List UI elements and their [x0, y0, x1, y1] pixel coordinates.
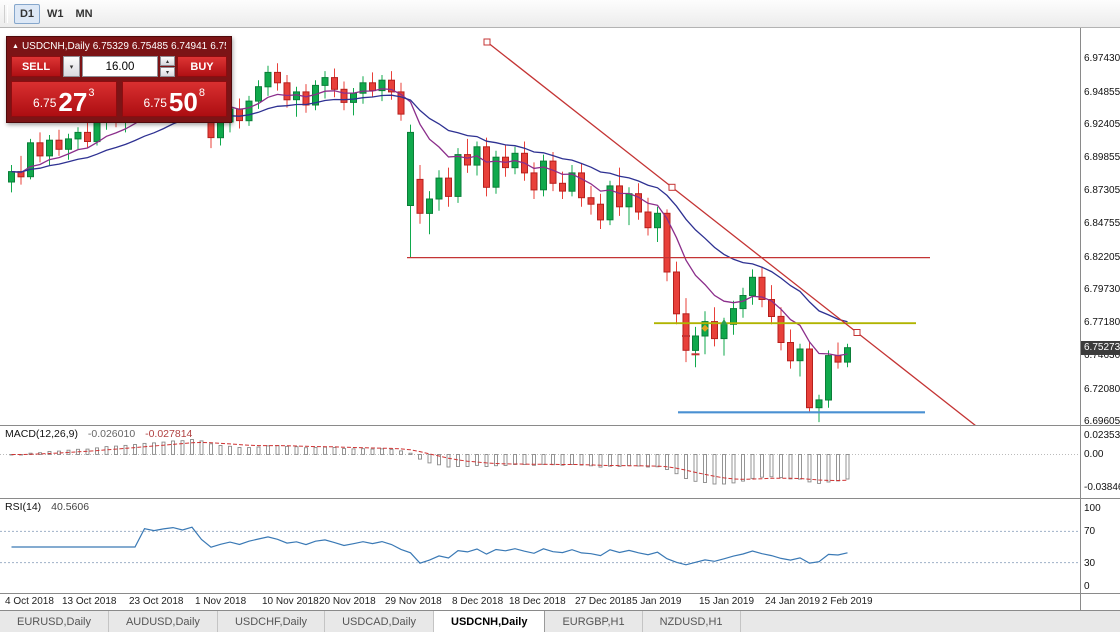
- macd-signal-value: -0.027814: [145, 428, 193, 440]
- tab-eurusd-daily[interactable]: EURUSD,Daily: [0, 611, 109, 632]
- rsi-header: RSI(14) 40.5606: [5, 501, 89, 513]
- rsi-axis-label: 30: [1084, 558, 1096, 569]
- macd-axis[interactable]: 0.023534 0.00 -0.038466: [1081, 425, 1120, 498]
- right-axis-column: 6.97430 6.94855 6.92405 6.89855 6.87305 6.847…: [1080, 28, 1120, 610]
- tab-usdcad-daily[interactable]: USDCAD,Daily: [325, 611, 435, 632]
- rsi-axis[interactable]: 100 70 30 0: [1081, 498, 1120, 593]
- volume-spinner: ▴ ▾: [160, 56, 175, 77]
- rsi-axis-label: 100: [1084, 503, 1101, 514]
- bid-price-point: 3: [88, 87, 95, 99]
- date-axis-label: 20 Nov 2018: [319, 596, 376, 607]
- buy-button[interactable]: BUY: [177, 56, 227, 77]
- tab-usdcnh-daily[interactable]: USDCNH,Daily: [434, 611, 546, 632]
- date-axis-label: 5 Jan 2019: [632, 596, 682, 607]
- timeframe-toolbar: D1 W1 MN: [0, 0, 1120, 28]
- rsi-axis-label: 0: [1084, 581, 1090, 592]
- rsi-canvas[interactable]: [0, 499, 1080, 593]
- date-axis-label: 8 Dec 2018: [452, 596, 504, 607]
- axis-corner: [1081, 593, 1120, 610]
- volume-input[interactable]: [82, 56, 158, 77]
- tab-eurgbp-h1[interactable]: EURGBP,H1: [545, 611, 643, 632]
- price-axis-label: 6.69605: [1084, 416, 1120, 427]
- macd-header: MACD(12,26,9) -0.026010 -0.027814: [5, 428, 192, 440]
- timeframe-buttons: D1 W1 MN: [14, 3, 98, 24]
- current-price-badge: 6.75273: [1081, 341, 1120, 355]
- chart-symbol: USDCNH,Daily: [21, 41, 90, 52]
- macd-label: MACD(12,26,9): [5, 428, 78, 440]
- chart-tab-bar: EURUSD,Daily AUDUSD,Daily USDCHF,Daily USDC…: [0, 610, 1120, 632]
- price-axis-label: 6.79730: [1084, 284, 1120, 295]
- tab-audusd-daily[interactable]: AUDUSD,Daily: [109, 611, 218, 632]
- volume-increment-button[interactable]: ▴: [160, 56, 175, 66]
- date-axis-label: 2 Feb 2019: [822, 596, 873, 607]
- main-chart-pane: ▲ USDCNH,Daily 6.75329 6.75485 6.74941 6…: [0, 28, 1080, 425]
- trade-controls-row: SELL ▾ ▴ ▾ BUY: [11, 56, 227, 77]
- rsi-axis-label: 70: [1084, 526, 1096, 537]
- date-axis-label: 23 Oct 2018: [129, 596, 184, 607]
- macd-canvas[interactable]: [0, 426, 1080, 498]
- timeframe-button-mn[interactable]: MN: [75, 7, 93, 20]
- chart-workspace: ▲ USDCNH,Daily 6.75329 6.75485 6.74941 6…: [0, 28, 1120, 610]
- date-axis-label: 13 Oct 2018: [62, 596, 117, 607]
- date-axis-label: 15 Jan 2019: [699, 596, 755, 607]
- macd-pane: MACD(12,26,9) -0.026010 -0.027814: [0, 425, 1080, 498]
- chart-panes: ▲ USDCNH,Daily 6.75329 6.75485 6.74941 6…: [0, 28, 1080, 610]
- volume-dropdown-button[interactable]: ▾: [63, 56, 80, 77]
- date-axis-label: 27 Dec 2018: [575, 596, 632, 607]
- quote-row: 6.75 27 3 6.75 50 8: [11, 81, 227, 117]
- macd-main-value: -0.026010: [87, 428, 136, 440]
- ohlc-low: 6.74941: [171, 41, 208, 52]
- price-axis-label: 6.87305: [1084, 185, 1120, 196]
- bid-price-pips: 27: [58, 86, 88, 117]
- ask-price-point: 8: [198, 87, 205, 99]
- macd-axis-label: 0.00: [1084, 449, 1104, 460]
- price-axis-label: 6.72080: [1084, 384, 1120, 395]
- date-axis[interactable]: 4 Oct 2018 13 Oct 2018 23 Oct 2018 1 Nov 20…: [0, 593, 1080, 610]
- ohlc-open: 6.75329: [92, 41, 129, 52]
- rsi-pane: RSI(14) 40.5606: [0, 498, 1080, 593]
- date-axis-label: 10 Nov 2018: [262, 596, 319, 607]
- price-axis-label: 6.89855: [1084, 152, 1120, 163]
- price-axis[interactable]: 6.97430 6.94855 6.92405 6.89855 6.87305 6.847…: [1081, 28, 1120, 427]
- price-axis-label: 6.97430: [1084, 53, 1120, 64]
- date-axis-label: 4 Oct 2018: [5, 596, 54, 607]
- price-axis-label: 6.94855: [1084, 87, 1120, 98]
- ask-price-pips: 50: [168, 86, 198, 117]
- date-axis-label: 1 Nov 2018: [195, 596, 247, 607]
- panel-toggle-icon[interactable]: ▲: [12, 43, 19, 50]
- tab-usdchf-daily[interactable]: USDCHF,Daily: [218, 611, 326, 632]
- ask-price-display[interactable]: 6.75 50 8: [121, 81, 227, 117]
- timeframe-button-d1[interactable]: D1: [14, 3, 40, 24]
- date-axis-label: 18 Dec 2018: [509, 596, 566, 607]
- price-axis-label: 6.84755: [1084, 218, 1120, 229]
- ohlc-close: 6.75273: [210, 41, 226, 52]
- price-axis-label: 6.92405: [1084, 119, 1120, 130]
- macd-axis-label: -0.038466: [1084, 482, 1120, 493]
- price-chart-canvas[interactable]: [0, 28, 1080, 425]
- price-axis-label: 6.82205: [1084, 252, 1120, 263]
- volume-decrement-button[interactable]: ▾: [160, 67, 175, 77]
- bid-price-display[interactable]: 6.75 27 3: [11, 81, 117, 117]
- toolbar-grip[interactable]: [4, 4, 8, 23]
- ohlc-high: 6.75485: [131, 41, 169, 52]
- price-axis-label: 6.77180: [1084, 317, 1120, 328]
- bid-price-base: 6.75: [33, 96, 57, 110]
- one-click-trade-panel: ▲ USDCNH,Daily 6.75329 6.75485 6.74941 6…: [6, 36, 232, 123]
- rsi-label: RSI(14): [5, 501, 42, 513]
- price-axis-label: 6.74630: [1084, 350, 1120, 361]
- timeframe-button-w1[interactable]: W1: [47, 7, 64, 20]
- rsi-value: 40.5606: [51, 501, 90, 513]
- ask-price-base: 6.75: [143, 96, 167, 110]
- date-axis-label: 29 Nov 2018: [385, 596, 442, 607]
- date-axis-label: 24 Jan 2019: [765, 596, 821, 607]
- chart-symbol-line: ▲ USDCNH,Daily 6.75329 6.75485 6.74941 6…: [12, 41, 226, 52]
- tab-nzdusd-h1[interactable]: NZDUSD,H1: [643, 611, 741, 632]
- macd-axis-label: 0.023534: [1084, 430, 1120, 441]
- sell-button[interactable]: SELL: [11, 56, 61, 77]
